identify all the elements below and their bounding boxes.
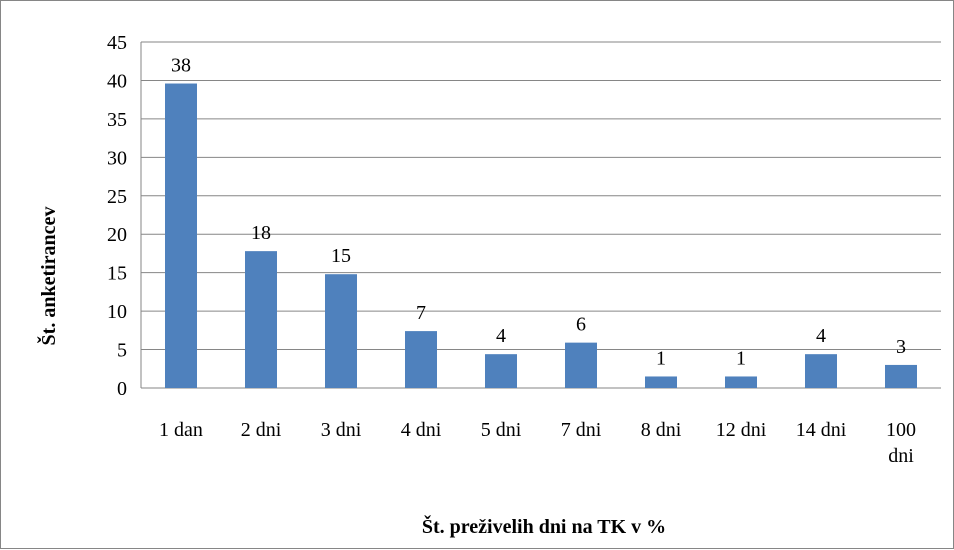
data-label: 1 bbox=[736, 347, 746, 369]
data-label: 15 bbox=[331, 245, 351, 267]
x-tick-label: 3 dni bbox=[321, 419, 362, 441]
y-tick-label: 20 bbox=[107, 224, 127, 246]
bar-4-dni bbox=[405, 331, 437, 388]
y-tick-label: 45 bbox=[107, 32, 127, 54]
y-tick-label: 30 bbox=[107, 147, 127, 169]
bars bbox=[165, 83, 917, 389]
bar-7-dni bbox=[565, 342, 597, 388]
y-axis-title: Št. anketirancev bbox=[36, 207, 60, 346]
data-label: 7 bbox=[416, 302, 426, 324]
y-tick-label: 5 bbox=[117, 340, 127, 362]
data-label: 3 bbox=[896, 336, 906, 358]
x-tick-labels: 1 dan 2 dni 3 dni 4 dni 5 dni 7 dni 8 dni 12 dn… bbox=[159, 419, 916, 467]
data-label: 18 bbox=[251, 222, 271, 244]
y-tick-label: 10 bbox=[107, 301, 127, 323]
x-tick-label: 2 dni bbox=[241, 419, 282, 441]
data-label: 6 bbox=[576, 314, 586, 336]
bar-8-dni bbox=[645, 376, 677, 388]
x-tick-label: 8 dni bbox=[641, 419, 682, 441]
y-tick-label: 0 bbox=[117, 378, 127, 400]
bar-12-dni bbox=[725, 376, 757, 388]
y-tick-labels: 0 5 10 15 20 25 30 35 40 45 bbox=[107, 32, 127, 400]
x-tick-label: 4 dni bbox=[401, 419, 442, 441]
data-label: 4 bbox=[496, 325, 506, 347]
data-label: 1 bbox=[656, 347, 666, 369]
bar-3-dni bbox=[325, 274, 357, 388]
data-labels: 38 18 15 7 4 6 1 1 4 3 bbox=[171, 55, 906, 370]
x-axis-title: Št. preživelih dni na TK v % bbox=[422, 514, 666, 538]
y-tick-label: 40 bbox=[107, 70, 127, 92]
bar-2-dni bbox=[245, 251, 277, 388]
y-tick-label: 35 bbox=[107, 109, 127, 131]
x-tick-label: 5 dni bbox=[481, 419, 522, 441]
bar-1-dan bbox=[165, 83, 197, 389]
data-label: 4 bbox=[816, 325, 826, 347]
x-tick-label: 14 dni bbox=[796, 419, 847, 441]
bar-100-dni bbox=[885, 364, 917, 388]
bar-14-dni bbox=[805, 354, 837, 388]
x-tick-label: 100 dni bbox=[886, 419, 916, 467]
x-tick-label: 12 dni bbox=[716, 419, 767, 441]
x-tick-label: 7 dni bbox=[561, 419, 602, 441]
x-tick-label: 1 dan bbox=[159, 419, 203, 441]
y-tick-label: 25 bbox=[107, 186, 127, 208]
data-label: 38 bbox=[171, 55, 191, 77]
bar-5-dni bbox=[485, 354, 517, 388]
y-tick-label: 15 bbox=[107, 263, 127, 285]
